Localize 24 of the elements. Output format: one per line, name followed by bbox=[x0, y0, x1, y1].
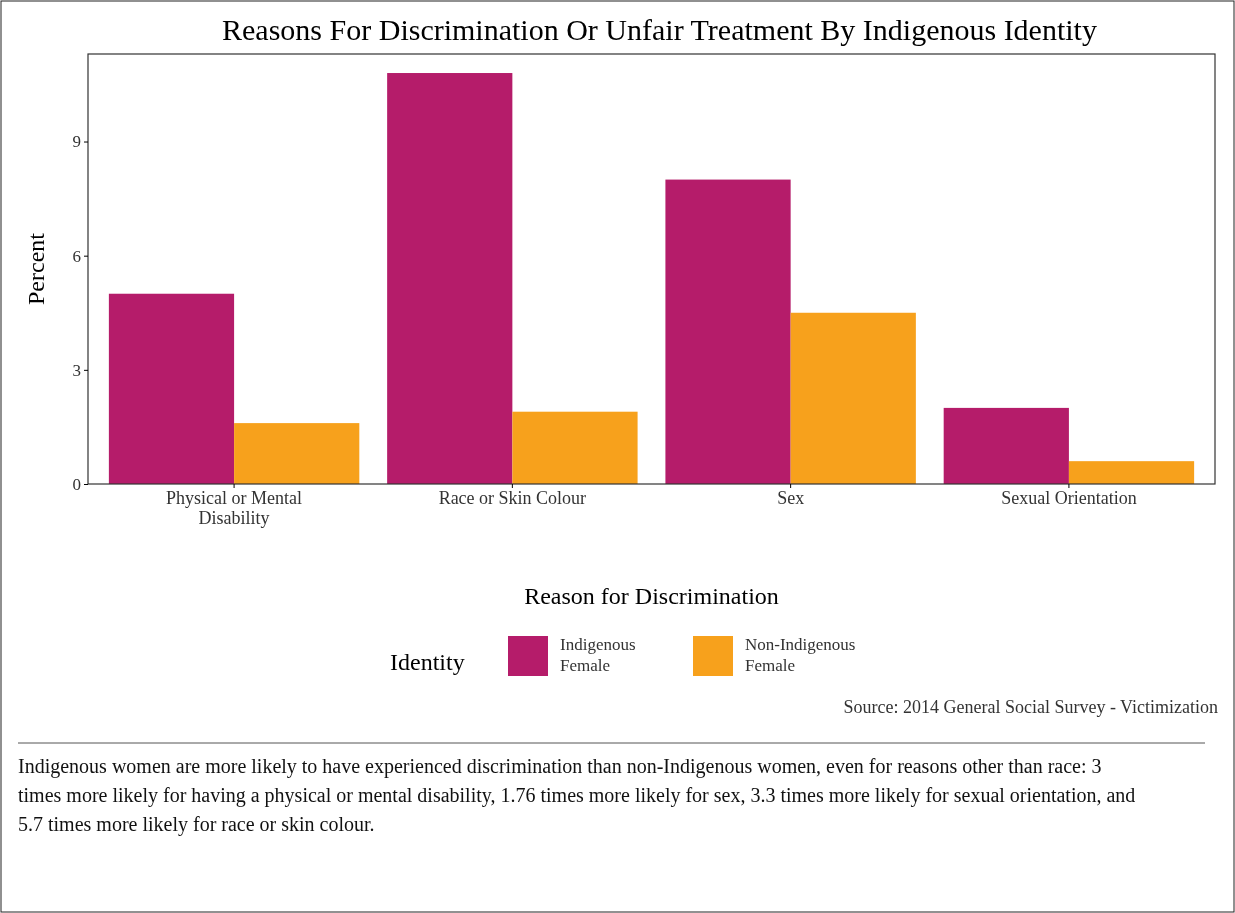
bar bbox=[665, 179, 791, 484]
bar bbox=[943, 407, 1069, 484]
y-tick-label: 9 bbox=[72, 132, 81, 152]
text: Indigenous women are more likely to have experienced discrimination than non-Indigenous women, even for reasons other than race: 3 times more likely for having a physical or mental disability, 1.76 times more likely for sex, 3.3 times more likely for sexual orientation, and 5.7 times more likely for race or skin colour. bbox=[18, 754, 1137, 838]
x-tick-label: Sex bbox=[777, 487, 805, 508]
x-tick-label: Sexual Orientation bbox=[1001, 487, 1137, 508]
x-axis-title: Reason for Discrimination bbox=[524, 583, 779, 609]
x-tick-label: Race or Skin Colour bbox=[438, 487, 587, 508]
y-tick-label: 6 bbox=[72, 246, 81, 266]
legend-title: Identity bbox=[390, 649, 465, 675]
bar bbox=[234, 423, 360, 484]
y-axis-title: Percent bbox=[23, 232, 49, 305]
bar bbox=[108, 293, 235, 484]
source-note: Source: 2014 General Social Survey - Victimization bbox=[843, 697, 1218, 717]
legend-label: Non-Indigenous Female bbox=[745, 635, 856, 676]
y-tick-label: 3 bbox=[72, 360, 81, 380]
bar bbox=[512, 411, 638, 484]
legend-label: Indigenous Female bbox=[560, 635, 636, 676]
bar bbox=[790, 312, 916, 484]
bar bbox=[387, 73, 513, 484]
y-tick-label: 0 bbox=[72, 474, 81, 494]
bar bbox=[1068, 461, 1195, 484]
x-tick-label: Physical or Mental Disability bbox=[166, 487, 303, 529]
chart-title: Reasons For Discrimination Or Unfair Treatment By Indigenous Identity bbox=[222, 13, 1097, 46]
